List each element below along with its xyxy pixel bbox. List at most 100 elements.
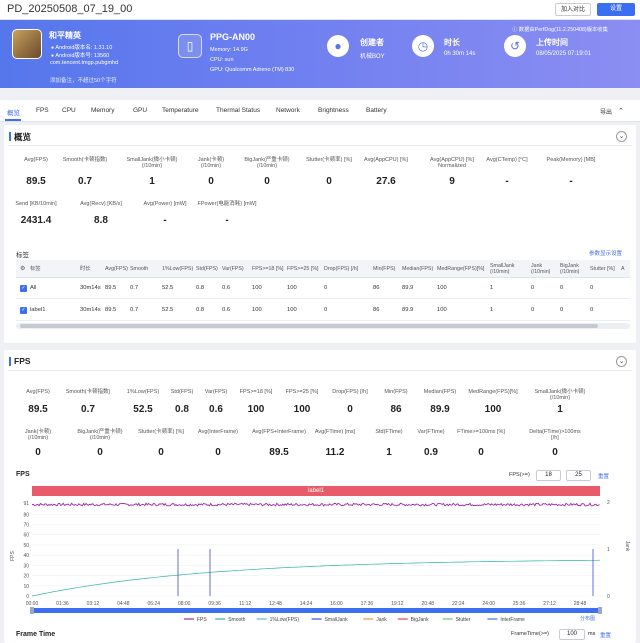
table-cell: 1 bbox=[490, 307, 494, 313]
frametime-reset-button[interactable]: 重置 bbox=[600, 633, 612, 639]
upload-value: 08/05/2025 07:19:01 bbox=[536, 51, 592, 57]
legend-item: 1%Low(FPS) bbox=[270, 617, 300, 623]
table-cell: 0 bbox=[531, 285, 535, 291]
add-compare-button[interactable]: 加入对比 bbox=[555, 3, 591, 16]
metric-label: Avg(AppCPU) [%] Normalized bbox=[430, 157, 474, 169]
tab-battery[interactable]: Battery bbox=[366, 107, 387, 114]
tab-memory[interactable]: Memory bbox=[91, 107, 115, 114]
metric-label: SmallJank(微小卡顿) (/10min) bbox=[534, 389, 586, 401]
metric-value: 2431.4 bbox=[20, 215, 52, 226]
metric-value: 27.6 bbox=[376, 176, 396, 187]
metric-value: 89.9 bbox=[430, 404, 450, 415]
table-cell: 30m14s bbox=[80, 285, 101, 291]
x-tick-label: 16:00 bbox=[330, 601, 343, 607]
tab-bar: 概览 FPS CPU Memory GPU Temperature Therma… bbox=[0, 100, 640, 122]
label-table: 标签 时长 Avg(FPS) Smooth 1%Low(FPS) Std(FPS) Var(… bbox=[4, 125, 636, 343]
metric-value: 89.5 bbox=[269, 447, 289, 458]
table-scrollbar[interactable] bbox=[16, 323, 630, 329]
x-tick-label: 12:48 bbox=[269, 601, 282, 607]
tab-brightness[interactable]: Brightness bbox=[318, 107, 349, 114]
label-bar[interactable]: label1 bbox=[32, 486, 600, 496]
param-settings-link[interactable]: 参数显示设置 bbox=[589, 251, 623, 257]
legend-item: BigJank bbox=[411, 617, 429, 623]
note-input[interactable]: 添加备注，不超过50个字符 bbox=[50, 78, 117, 84]
reset-button[interactable]: 重置 bbox=[598, 474, 610, 480]
table-header bbox=[16, 260, 630, 278]
x-tick-label: 19:12 bbox=[391, 601, 404, 607]
y-tick-label: 10 bbox=[23, 584, 29, 590]
collapse-up-icon[interactable]: ⌃ bbox=[618, 108, 624, 115]
table-cell: label1 bbox=[30, 307, 46, 313]
chevron-down-icon[interactable]: ⌄ bbox=[616, 356, 627, 367]
row-checkbox[interactable]: ✓ bbox=[20, 307, 27, 314]
table-cell: 100 bbox=[437, 307, 447, 313]
fps-chart[interactable]: 0 10 20 30 40 50 60 70 80 91 0 1 2 FPS Jank 00:00 01:36 0… bbox=[4, 496, 636, 624]
table-header-cell: Min(FPS) bbox=[373, 266, 396, 272]
chevron-down-icon[interactable]: ⌄ bbox=[616, 131, 627, 142]
table-cell: 0.8 bbox=[196, 285, 205, 291]
package-name: com.tencent.tmgp.pubgmhd bbox=[50, 60, 119, 66]
scrollbar-thumb[interactable] bbox=[20, 324, 598, 328]
metric-value: 86 bbox=[390, 404, 402, 415]
metric-value: 52.5 bbox=[133, 404, 153, 415]
x-tick-label: 11:12 bbox=[239, 601, 251, 607]
table-cell: 52.5 bbox=[162, 285, 174, 291]
clock-icon: ◷ bbox=[412, 35, 434, 57]
metric-value: 0 bbox=[326, 176, 332, 187]
legend-item: FPS bbox=[197, 617, 207, 623]
x-tick-label: 17:36 bbox=[361, 601, 374, 607]
fps-filter-label: FPS(>=) bbox=[509, 472, 530, 478]
x-tick-label: 08:00 bbox=[178, 601, 191, 607]
metric-label: Avg(InterFrame) bbox=[198, 429, 238, 435]
tab-overview[interactable]: 概览 bbox=[7, 110, 20, 117]
table-header-cell: Smooth bbox=[130, 266, 149, 272]
table-cell: 89.9 bbox=[402, 307, 414, 313]
table-row[interactable] bbox=[16, 301, 630, 321]
fps-section-title: FPS bbox=[9, 356, 31, 366]
distribution-link: 分布图 bbox=[580, 615, 595, 622]
android-version: ● Android版本名: 1.31.10 bbox=[51, 45, 113, 51]
table-header-cell: 1%Low(FPS) bbox=[162, 266, 194, 272]
y-tick-label: 40 bbox=[23, 553, 29, 559]
metric-label: Var(FTime) bbox=[417, 429, 445, 435]
x-tick-label: 20:48 bbox=[422, 601, 435, 607]
fps-filter-input-1[interactable]: 18 bbox=[536, 470, 561, 481]
x-tick-label: 25:36 bbox=[513, 601, 526, 607]
y-tick-label: 70 bbox=[23, 522, 29, 528]
y-tick-label: 60 bbox=[23, 533, 29, 539]
y2-tick-label: 0 bbox=[607, 594, 610, 600]
zoom-slider bbox=[32, 608, 600, 613]
tab-fps[interactable]: FPS bbox=[36, 107, 49, 114]
tab-thermal-status[interactable]: Thermal Status bbox=[216, 107, 261, 114]
tab-cpu[interactable]: CPU bbox=[62, 107, 76, 114]
table-header-cell: Median(FPS) bbox=[402, 266, 434, 272]
x-tick-label: 03:12 bbox=[87, 601, 100, 607]
x-tick-label: 01:36 bbox=[56, 601, 69, 607]
metric-value: 0.7 bbox=[81, 404, 95, 415]
app-name: 和平精英 bbox=[49, 31, 81, 40]
x-tick-label: 22:24 bbox=[452, 601, 465, 607]
settings-button[interactable]: 设置 bbox=[597, 3, 635, 16]
table-cell: 0.6 bbox=[222, 285, 231, 291]
tab-temperature[interactable]: Temperature bbox=[162, 107, 199, 114]
metric-label: Avg(AppCPU) [%] bbox=[364, 157, 408, 163]
y-tick-label: 20 bbox=[23, 574, 29, 580]
gear-icon[interactable]: ⚙ bbox=[20, 266, 26, 272]
metric-value: - bbox=[505, 176, 509, 187]
table-header-cell: 时长 bbox=[80, 266, 91, 272]
export-button[interactable]: 导出 bbox=[600, 110, 613, 116]
legend-item: InterFrame bbox=[500, 617, 525, 623]
y2-tick-label: 2 bbox=[607, 500, 610, 506]
creator-label: 创建者 bbox=[360, 38, 384, 47]
metric-value: - bbox=[569, 176, 573, 187]
tab-gpu[interactable]: GPU bbox=[133, 107, 148, 114]
frametime-filter-input[interactable]: 100 bbox=[559, 629, 585, 640]
table-cell: 30m14s bbox=[80, 307, 101, 313]
metric-label: Avg(FPS) bbox=[26, 389, 50, 395]
table-row[interactable] bbox=[16, 279, 630, 299]
tab-network[interactable]: Network bbox=[276, 107, 300, 114]
metric-label: FPS>=25 [%] bbox=[285, 389, 319, 395]
fps-filter-input-2[interactable]: 25 bbox=[566, 470, 591, 481]
row-checkbox[interactable]: ✓ bbox=[20, 285, 27, 292]
metric-label: FPower(电能消耗) [mW] bbox=[197, 201, 257, 207]
